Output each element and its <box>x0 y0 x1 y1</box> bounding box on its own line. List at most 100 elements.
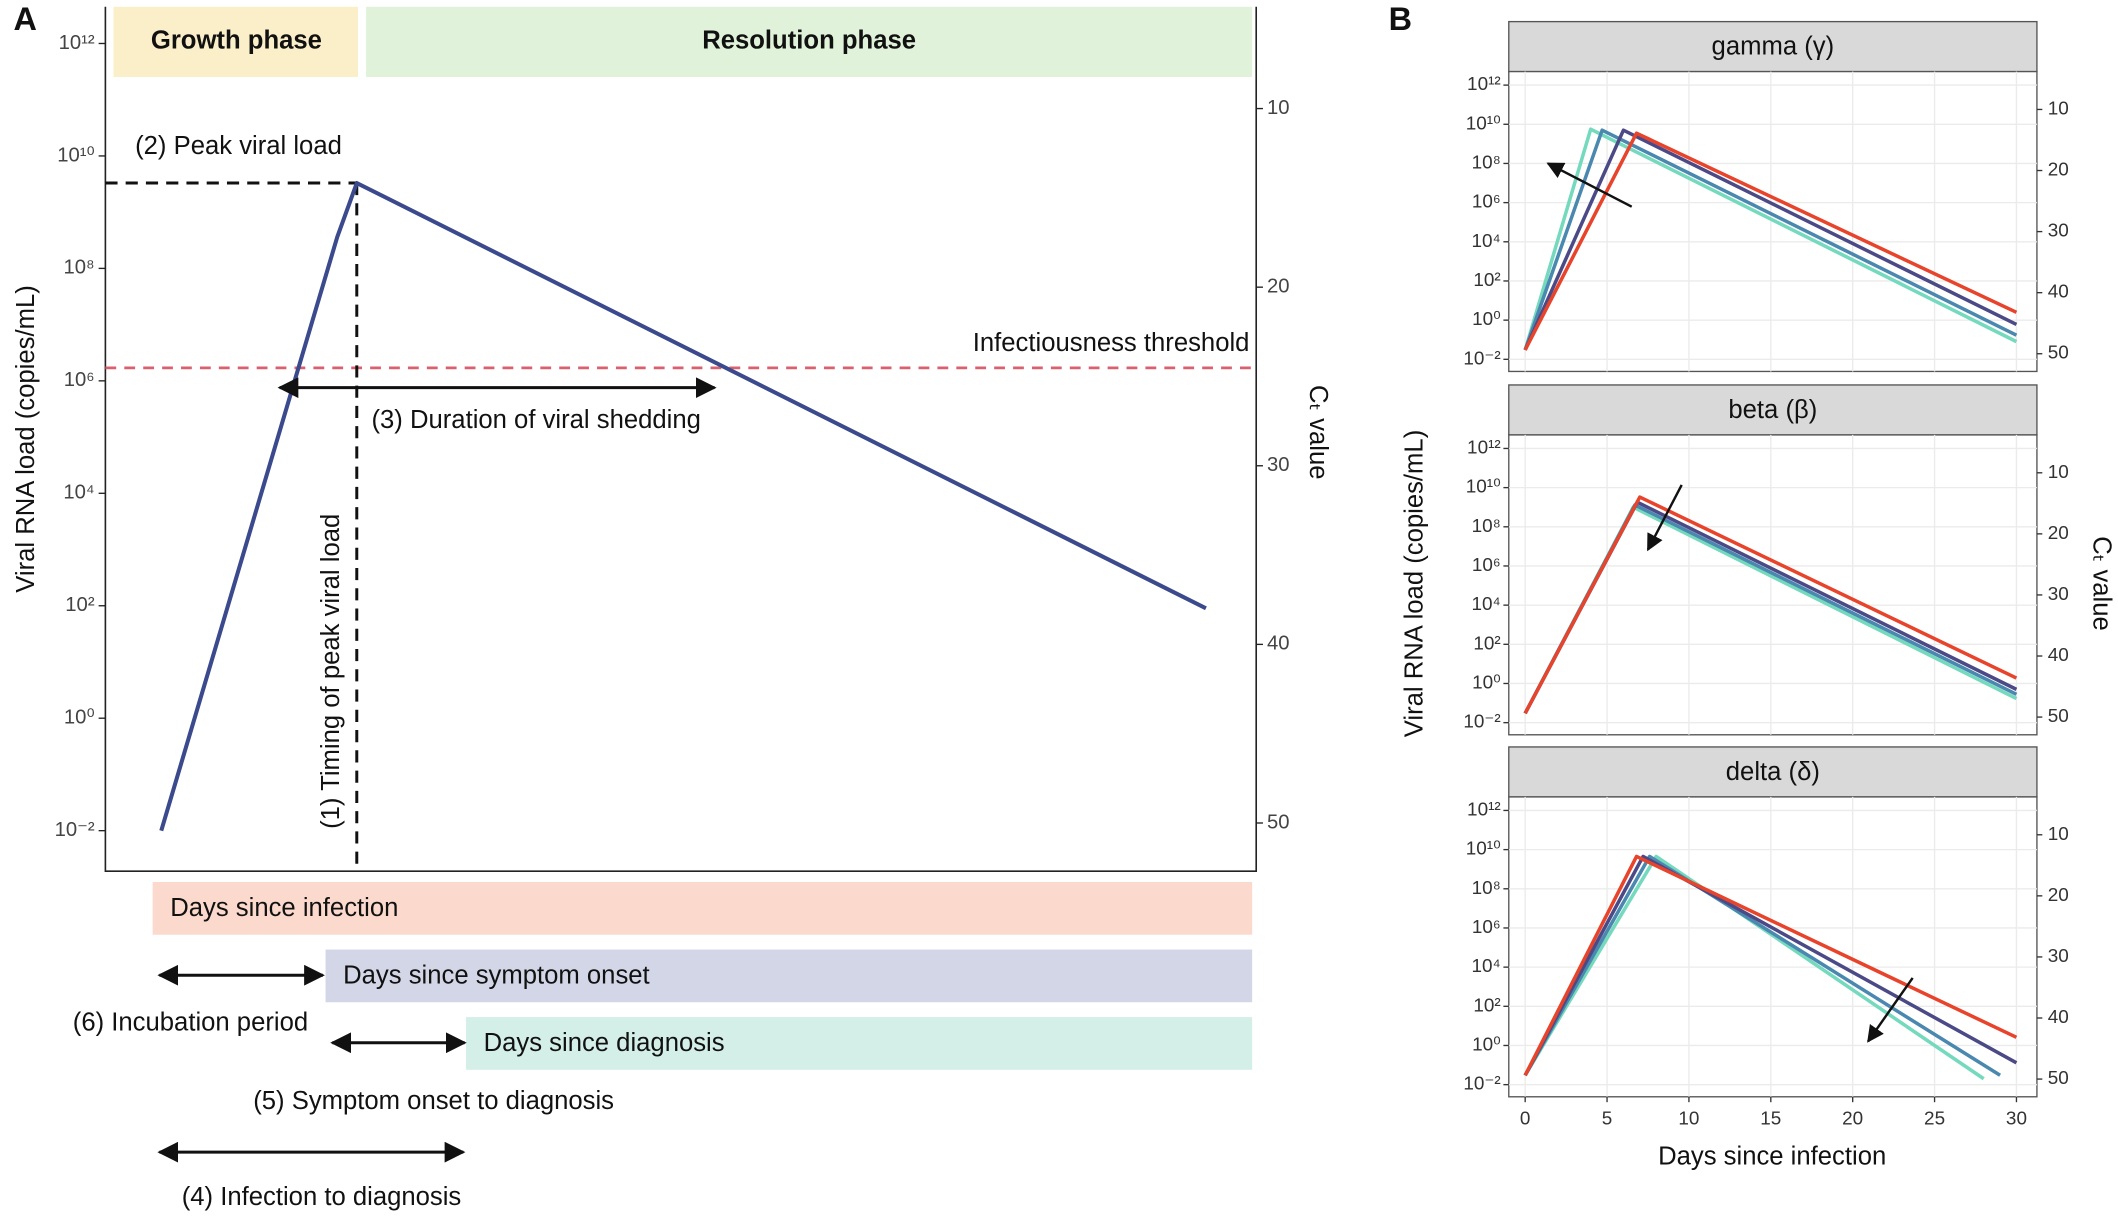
data-line <box>1523 128 2018 351</box>
annotation: Infectiousness threshold <box>973 329 1250 357</box>
facet-panel <box>1508 434 2038 736</box>
y2-axis-title: Cₜ value <box>2088 536 2116 631</box>
background-layer: gamma (γ) beta (β) delta (δ) <box>113 6 2038 1098</box>
y2-tick-label: 40 <box>2048 282 2069 303</box>
y-axis-title: Viral RNA load (copies/mL) <box>12 285 40 593</box>
y2-tick-label: 30 <box>2048 584 2069 605</box>
y-tick-label: 10¹⁰ <box>1466 477 1501 498</box>
y-tick-label: 10¹² <box>1467 799 1501 820</box>
x-tick-label: 20 <box>1842 1109 1863 1130</box>
timeline-band <box>466 1017 1253 1070</box>
y-tick-label: 10⁰ <box>1472 309 1501 330</box>
y2-tick-label: 20 <box>2048 523 2069 544</box>
y-tick-label: 10¹⁰ <box>1466 113 1501 134</box>
y-tick-label: 10⁸ <box>1472 152 1501 173</box>
facet-title: delta (δ) <box>1726 758 1820 786</box>
phase-band <box>366 6 1253 77</box>
y2-tick-label: 40 <box>2048 645 2069 666</box>
y2-tick-label: 10 <box>2048 824 2069 845</box>
y-tick-label: 10⁻² <box>1463 1074 1500 1095</box>
facet-panel <box>1508 796 2038 1098</box>
y-tick-label: 10⁸ <box>1472 516 1501 537</box>
y-tick-label: 10⁴ <box>63 482 94 504</box>
y-tick-label: 10⁶ <box>1472 555 1501 576</box>
y2-tick-label: 20 <box>2048 885 2069 906</box>
y-tick-label: 10⁴ <box>1472 956 1501 977</box>
y-tick-label: 10⁻² <box>1463 348 1500 369</box>
y2-tick-label: 40 <box>1267 633 1290 655</box>
timeline-label: Days since symptom onset <box>343 961 650 989</box>
arrow <box>1646 484 1683 552</box>
y2-tick-label: 10 <box>2048 462 2069 483</box>
x-tick-label: 5 <box>1602 1109 1613 1130</box>
data-line <box>1523 495 2018 715</box>
y2-tick-label: 50 <box>2048 1068 2069 1089</box>
data-line <box>1523 854 2002 1077</box>
phase-label: Resolution phase <box>702 27 916 55</box>
panel-label: A <box>14 1 37 37</box>
y-tick-label: 10¹⁰ <box>57 144 94 166</box>
y-tick-label: 10² <box>1473 633 1500 654</box>
y-tick-label: 10⁶ <box>1472 917 1501 938</box>
y-tick-label: 10⁰ <box>1472 1034 1501 1055</box>
y-tick-label: 10⁴ <box>1472 231 1501 252</box>
timeline-band <box>325 949 1253 1003</box>
facet-strip <box>1508 384 2038 436</box>
arrow <box>1546 162 1633 208</box>
y-tick-label: 10¹⁰ <box>1466 839 1501 860</box>
annotation: (3) Duration of viral shedding <box>371 406 700 434</box>
y2-tick-label: 50 <box>1267 811 1290 833</box>
timeline-band <box>152 882 1253 935</box>
mark-layer: 10⁻²10⁰10²10⁴10⁶10⁸10¹⁰10¹²102030405010⁻… <box>55 6 2069 1163</box>
x-tick-label: 25 <box>1924 1109 1945 1130</box>
y2-tick-label: 30 <box>2048 946 2069 967</box>
data-line <box>1523 854 1985 1081</box>
y-tick-label: 10² <box>65 594 95 616</box>
y-tick-label: 10⁰ <box>64 707 95 729</box>
arrow <box>1867 977 1914 1043</box>
y-tick-label: 10¹² <box>59 32 95 54</box>
phase-label: Growth phase <box>151 27 322 55</box>
y-tick-label: 10⁶ <box>64 369 95 391</box>
interval-label: (4) Infection to diagnosis <box>182 1183 462 1211</box>
panel-label: B <box>1389 1 1412 37</box>
annotation: (1) Timing of peak viral load <box>317 514 345 829</box>
x-tick-label: 0 <box>1520 1109 1531 1130</box>
y2-tick-label: 30 <box>1267 454 1290 476</box>
data-line <box>1523 131 2018 351</box>
data-line <box>1523 127 2018 351</box>
x-tick-label: 15 <box>1760 1109 1781 1130</box>
data-line <box>159 180 1207 832</box>
y-tick-label: 10⁻² <box>55 819 95 841</box>
facet-strip <box>1508 746 2038 798</box>
interval-label: (5) Symptom onset to diagnosis <box>253 1087 614 1115</box>
data-line <box>1523 854 2018 1077</box>
y-tick-label: 10⁴ <box>1472 594 1501 615</box>
interval-label: (6) Incubation period <box>73 1009 308 1037</box>
y-tick-label: 10¹² <box>1467 437 1501 458</box>
phase-band <box>113 6 358 77</box>
y-tick-label: 10⁰ <box>1472 672 1501 693</box>
y-tick-label: 10⁶ <box>1472 192 1501 213</box>
y2-axis-title: Cₜ value <box>1304 385 1332 480</box>
y2-tick-label: 10 <box>2048 98 2069 119</box>
y-tick-label: 10² <box>1473 995 1500 1016</box>
data-line <box>1523 128 2018 351</box>
y-tick-label: 10² <box>1473 270 1500 291</box>
y2-tick-label: 10 <box>1267 97 1290 119</box>
x-axis-title: Days since infection <box>1658 1142 1886 1170</box>
facet-title: gamma (γ) <box>1712 33 1835 61</box>
y2-tick-label: 50 <box>2048 706 2069 727</box>
y-axis-title: Viral RNA load (copies/mL) <box>1400 430 1428 738</box>
x-tick-label: 30 <box>2006 1109 2027 1130</box>
facet-title: beta (β) <box>1728 396 1817 424</box>
facet-strip <box>1508 20 2038 73</box>
y2-tick-label: 40 <box>2048 1007 2069 1028</box>
timeline-label: Days since diagnosis <box>484 1029 725 1057</box>
y-tick-label: 10⁸ <box>64 257 95 279</box>
data-line <box>1523 854 2018 1077</box>
y-tick-label: 10¹² <box>1467 74 1501 95</box>
y2-tick-label: 20 <box>2048 160 2069 181</box>
